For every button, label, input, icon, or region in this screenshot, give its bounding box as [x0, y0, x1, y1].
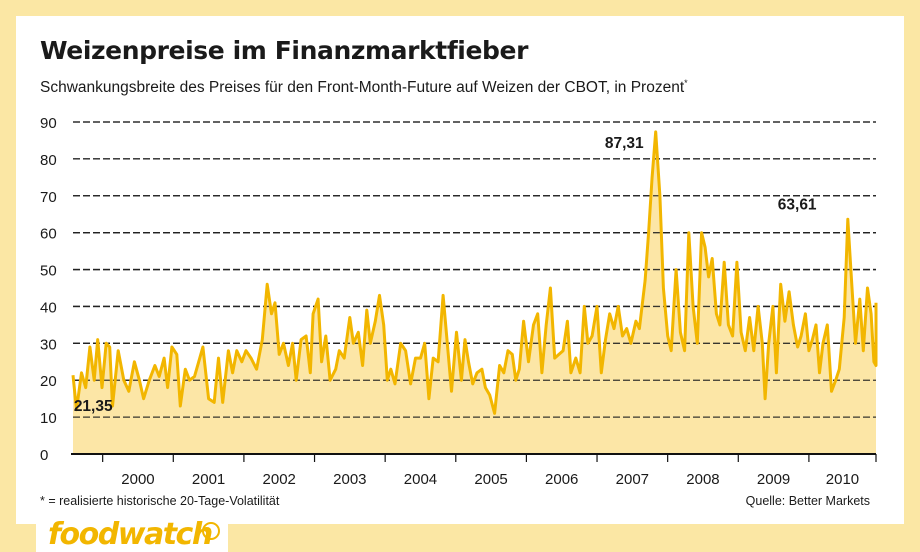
- subtitle-text: Schwankungsbreite des Preises für den Fr…: [40, 79, 685, 97]
- x-tick-label-2005: 2005: [474, 471, 507, 488]
- y-tick-label-60: 60: [40, 226, 57, 243]
- chart-subtitle: Schwankungsbreite des Preises für den Fr…: [40, 78, 688, 97]
- subtitle-footnote-mark: *: [684, 78, 688, 88]
- x-tick-label-2004: 2004: [404, 471, 437, 488]
- page-title: Weizenpreise im Finanzmarktfieber: [40, 36, 528, 65]
- x-tick-label-2001: 2001: [192, 471, 225, 488]
- x-tick-label-2006: 2006: [545, 471, 578, 488]
- volatility-area-chart: 0 10 20 30 40 50 60 70 80 90 2000 2001 2002 2003 2004 2…: [40, 115, 878, 488]
- series-line: [71, 130, 878, 415]
- y-tick-label-50: 50: [40, 263, 57, 280]
- brand-logo: foodwatch: [36, 517, 228, 552]
- x-tick-label-2007: 2007: [616, 471, 649, 488]
- y-tick-label-90: 90: [40, 115, 57, 132]
- chart-card: Weizenpreise im Finanzmarktfieber Schwan…: [16, 16, 904, 524]
- y-tick-label-30: 30: [40, 336, 57, 353]
- annotation-label-0: 21,35: [74, 398, 113, 415]
- x-tick-label-2003: 2003: [333, 471, 366, 488]
- y-tick-label-40: 40: [40, 299, 57, 316]
- logo-wordmark: foodwatch: [48, 517, 213, 552]
- y-tick-label-70: 70: [40, 189, 57, 206]
- apple-icon: [202, 522, 220, 540]
- x-tick-label-2000: 2000: [121, 471, 154, 488]
- x-tick-label-2008: 2008: [686, 471, 719, 488]
- annotation-label-1: 87,31: [605, 135, 644, 152]
- x-tick-label-2009: 2009: [757, 471, 790, 488]
- source-credit: Quelle: Better Markets: [745, 494, 870, 508]
- series-area: [73, 131, 876, 454]
- x-tick-label-2002: 2002: [263, 471, 296, 488]
- y-tick-label-0: 0: [40, 447, 48, 464]
- y-tick-label-10: 10: [40, 410, 57, 427]
- footnote: * = realisierte historische 20-Tage-Vola…: [40, 494, 280, 508]
- x-tick-label-2010: 2010: [826, 471, 859, 488]
- annotation-label-2: 63,61: [778, 196, 817, 213]
- y-tick-label-80: 80: [40, 152, 57, 169]
- y-tick-label-20: 20: [40, 373, 57, 390]
